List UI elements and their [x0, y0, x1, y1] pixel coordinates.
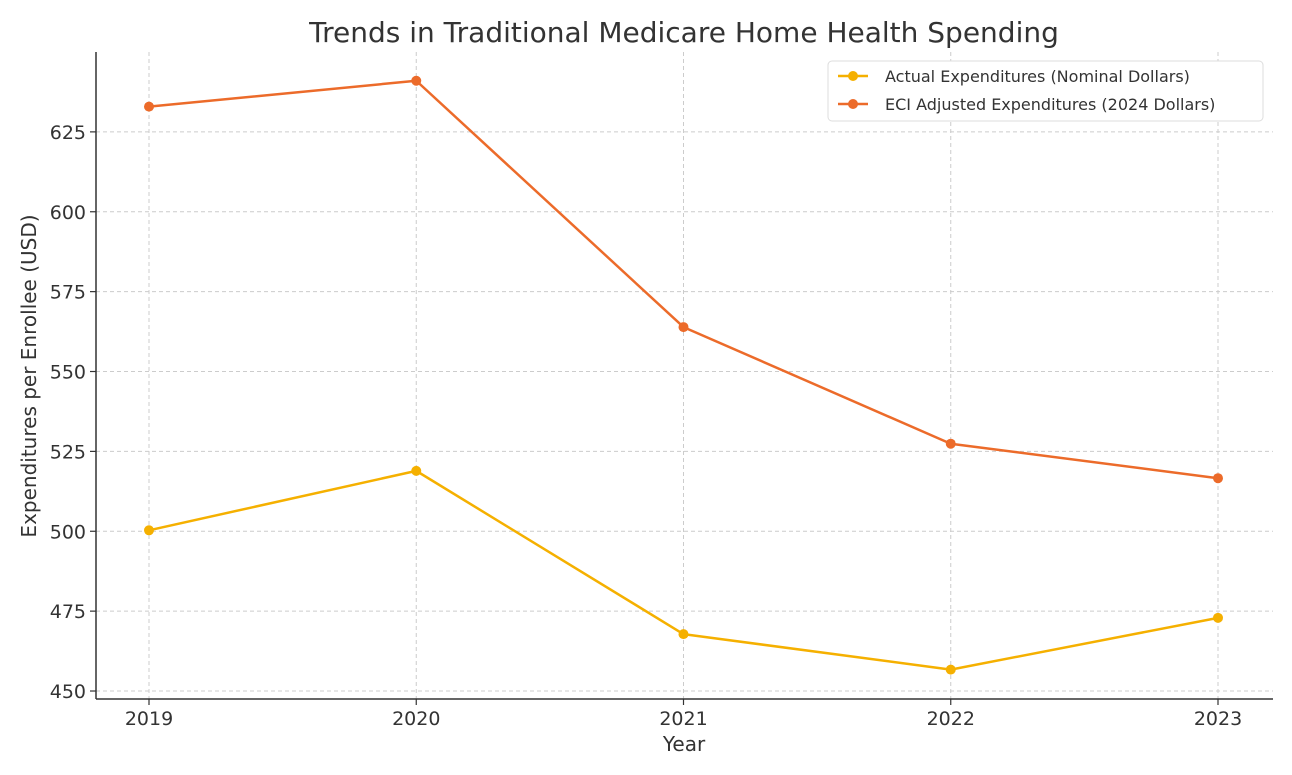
x-tick-label: 2019	[125, 708, 173, 730]
x-axis-label: Year	[662, 732, 706, 756]
series-0-point	[411, 465, 422, 476]
series-0-point	[144, 525, 154, 536]
series-1-point	[678, 322, 689, 333]
x-tick-label: 2020	[392, 708, 440, 730]
x-tick-label: 2021	[659, 708, 707, 730]
legend: Actual Expenditures (Nominal Dollars) EC…	[827, 60, 1264, 122]
legend-label-actual: Actual Expenditures (Nominal Dollars)	[885, 67, 1190, 86]
legend-marker-actual	[848, 71, 858, 81]
x-tick-label: 2023	[1194, 708, 1242, 730]
y-tick-label: 475	[50, 601, 86, 623]
y-tick-label: 625	[50, 122, 86, 144]
series-0-point	[1213, 612, 1223, 623]
y-tick-label: 525	[50, 441, 86, 463]
series-lines	[144, 75, 1223, 675]
tick-labels: 450 475 500 525 550 575 600 625 2019 2020 2021 2022…	[50, 122, 1242, 730]
y-tick-label: 450	[50, 681, 86, 703]
chart-title: Trends in Traditional Medicare Home Heal…	[308, 16, 1059, 49]
axes	[95, 52, 1273, 700]
y-axis-label: Expenditures per Enrollee (USD)	[17, 214, 41, 537]
y-tick-label: 550	[50, 362, 86, 384]
legend-box	[827, 60, 1264, 122]
y-tick-label: 575	[50, 282, 86, 304]
legend-marker-eci	[848, 99, 858, 109]
series-1-point	[411, 75, 422, 86]
series-1-point	[144, 101, 154, 112]
series-1-point	[1213, 473, 1223, 484]
x-tick-label: 2022	[927, 708, 975, 730]
series-1-point	[945, 438, 956, 449]
grid-lines	[96, 52, 1273, 699]
series-0-point	[945, 664, 956, 675]
y-tick-label: 600	[50, 202, 86, 224]
legend-label-eci: ECI Adjusted Expenditures (2024 Dollars)	[885, 95, 1215, 114]
series-0-point	[678, 629, 689, 640]
y-tick-label: 500	[50, 521, 86, 543]
